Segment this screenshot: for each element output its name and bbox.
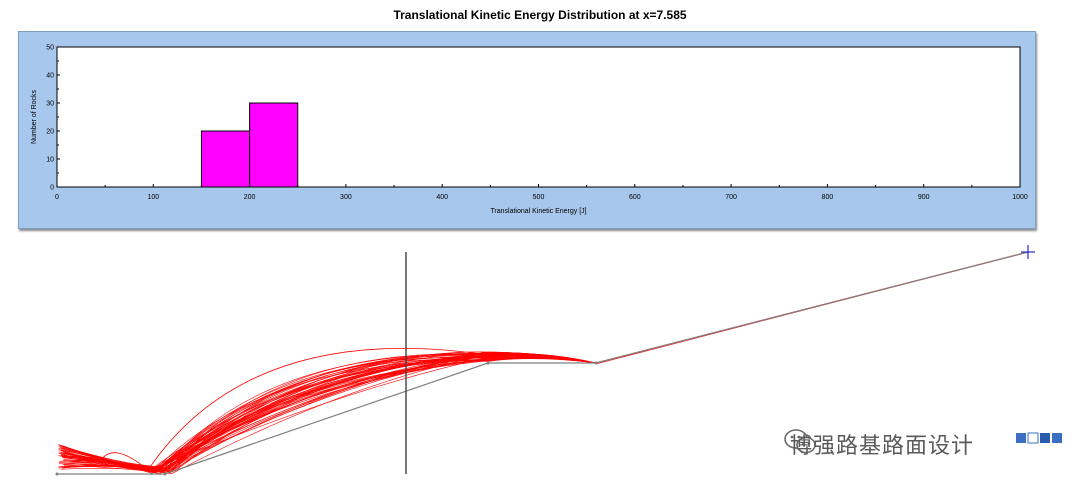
trajectory-curve [63, 464, 161, 473]
slope-vertex [486, 361, 490, 365]
tool-icon-1 [1016, 433, 1026, 443]
x-tick-label: 300 [340, 194, 352, 201]
trajectory-curve [487, 353, 597, 364]
histogram-bar-2 [249, 102, 299, 188]
trajectory-curve [153, 357, 489, 473]
x-tick-label: 400 [436, 194, 448, 201]
trajectory-curve [162, 353, 489, 471]
trajectory-curve [160, 354, 489, 472]
y-tick-label: 10 [46, 157, 54, 164]
tool-icon-3 [1040, 433, 1050, 443]
toolbar-icons[interactable] [1016, 430, 1064, 446]
trajectory-curve [170, 356, 489, 471]
y-tick-label: 40 [46, 73, 54, 80]
slope-vertex [55, 472, 59, 476]
trajectory-curve [166, 352, 489, 472]
trajectory-curve [154, 357, 489, 469]
trajectory-group [58, 251, 1029, 475]
histogram-panel: 0 100 200 300 400 500 600 700 800 900 1000 0 10 20 30 4… [18, 31, 1036, 229]
trajectory-curve [164, 355, 489, 469]
trajectory-curve [59, 449, 156, 469]
trajectory-curve [159, 353, 489, 474]
trajectory-curve [160, 351, 489, 473]
trajectory-curve [153, 360, 489, 472]
trajectory-curve [155, 352, 489, 469]
trajectory-curve [164, 353, 489, 472]
trajectory-curve [152, 357, 489, 470]
x-tick-label: 700 [725, 194, 737, 201]
slope-vertex [163, 472, 167, 476]
trajectory-curve [154, 357, 489, 472]
trajectory-curve [159, 359, 489, 470]
trajectory-curve [162, 352, 489, 472]
x-tick-label: 900 [918, 194, 930, 201]
trajectory-curve [163, 353, 489, 473]
chart-title: Translational Kinetic Energy Distributio… [393, 8, 687, 22]
x-tick-label: 0 [55, 194, 59, 201]
slope-vertex [594, 361, 598, 365]
trajectory-curve [161, 354, 489, 473]
trajectory-curve [99, 452, 149, 471]
histogram-chart: 0 100 200 300 400 500 600 700 800 900 1000 0 10 20 30 4… [31, 45, 1028, 216]
trajectory-curve [171, 358, 489, 470]
trajectory-curve [147, 347, 489, 471]
y-tick-label: 30 [46, 101, 54, 108]
trajectory-curve [60, 454, 161, 472]
trajectory-curve [150, 356, 489, 471]
trajectory-curve [164, 354, 489, 471]
trajectory-curve [58, 455, 165, 472]
trajectory-curve [156, 358, 489, 471]
x-tick-label: 200 [244, 194, 256, 201]
trajectory-curve [172, 356, 489, 473]
x-tick-label: 800 [822, 194, 834, 201]
x-tick-label: 600 [629, 194, 641, 201]
trajectory-curve [60, 453, 160, 474]
tool-icon-2 [1027, 432, 1039, 444]
trajectory-curve [169, 353, 489, 470]
trajectory-curve [160, 352, 489, 469]
wechat-icon [784, 429, 816, 454]
y-tick-label: 50 [46, 45, 54, 52]
tool-icon-4 [1052, 433, 1062, 443]
trajectory-curve [151, 360, 489, 474]
x-axis-label: Translational Kinetic Energy [J] [490, 208, 586, 215]
x-tick-label: 500 [533, 194, 545, 201]
trajectory-curve [62, 445, 156, 473]
trajectory-curve [156, 351, 489, 471]
trajectory-curve [487, 352, 597, 364]
trajectory-curve [153, 359, 489, 473]
trajectory-curve [162, 354, 489, 472]
y-axis-label: Number of Rocks [31, 89, 38, 144]
trajectory-curve [158, 351, 489, 470]
y-tick-label: 0 [50, 185, 54, 192]
x-tick-label: 1000 [1012, 194, 1028, 201]
x-tick-label: 100 [147, 194, 159, 201]
watermark-text: 博强路基路面设计 [790, 434, 975, 459]
y-tick-label: 20 [46, 129, 54, 136]
trajectory-curve [154, 359, 489, 473]
